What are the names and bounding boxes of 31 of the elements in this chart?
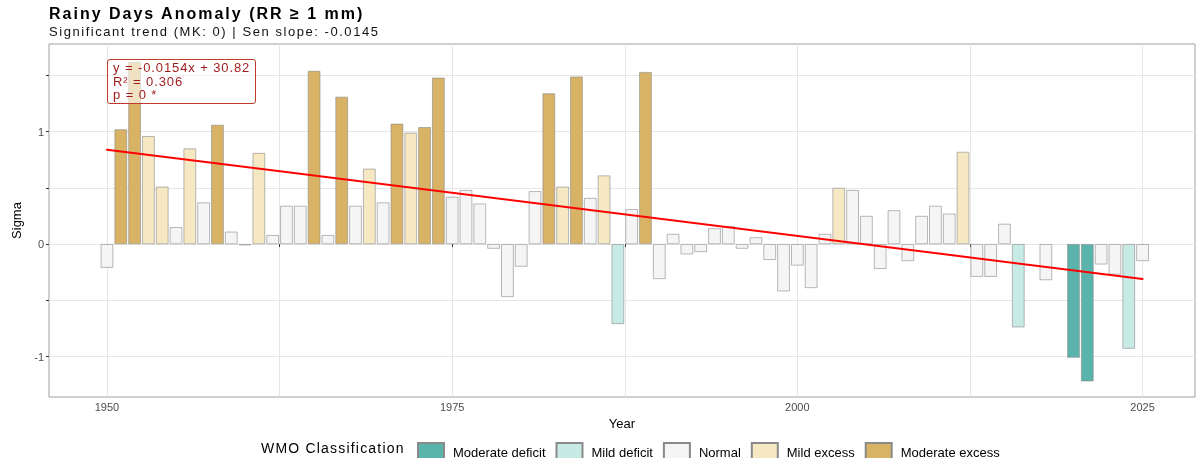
annotation: y = -0.0154x + 30.82 xyxy=(113,60,251,75)
bar xyxy=(611,244,625,324)
bar xyxy=(666,233,680,245)
legend-label: Normal xyxy=(698,444,741,458)
bar xyxy=(998,223,1011,245)
bar xyxy=(1012,244,1025,328)
legend-label: Mild deficit xyxy=(591,444,654,458)
y-axis-title: Sigma xyxy=(9,201,25,239)
legend-label: Moderate deficit xyxy=(453,444,546,458)
bar xyxy=(653,244,666,279)
legend-label: Moderate excess xyxy=(900,444,1001,458)
y-tick-label: 1 xyxy=(37,125,44,138)
x-axis-title: Year xyxy=(608,415,636,431)
x-tick-label: 2000 xyxy=(785,400,810,413)
x-tick-label: 1975 xyxy=(439,400,465,413)
y-tick-label: -1 xyxy=(34,350,44,363)
bar xyxy=(1039,244,1053,281)
bar xyxy=(887,210,901,245)
y-tick-label: 0 xyxy=(37,238,44,251)
annotation: p = 0 * xyxy=(113,87,159,102)
bar xyxy=(873,244,887,269)
x-tick-label: 2025 xyxy=(1130,400,1155,413)
note-box: y = -0.0154x + 30.82 R² = 0.306 p = 0 * xyxy=(107,59,257,104)
chart-subtitle: Significant trend (MK: 0) | Sen slope: -0.0145 xyxy=(49,24,380,39)
bar xyxy=(749,237,763,245)
legend-title: WMO Classification xyxy=(261,440,405,456)
chart-title: Rainy Days Anomaly (RR ≥ 1 mm) xyxy=(49,4,365,23)
bar xyxy=(735,244,749,249)
legend-label: Mild excess xyxy=(786,444,856,458)
x-tick-label: 1950 xyxy=(94,400,120,413)
bar xyxy=(100,244,114,268)
